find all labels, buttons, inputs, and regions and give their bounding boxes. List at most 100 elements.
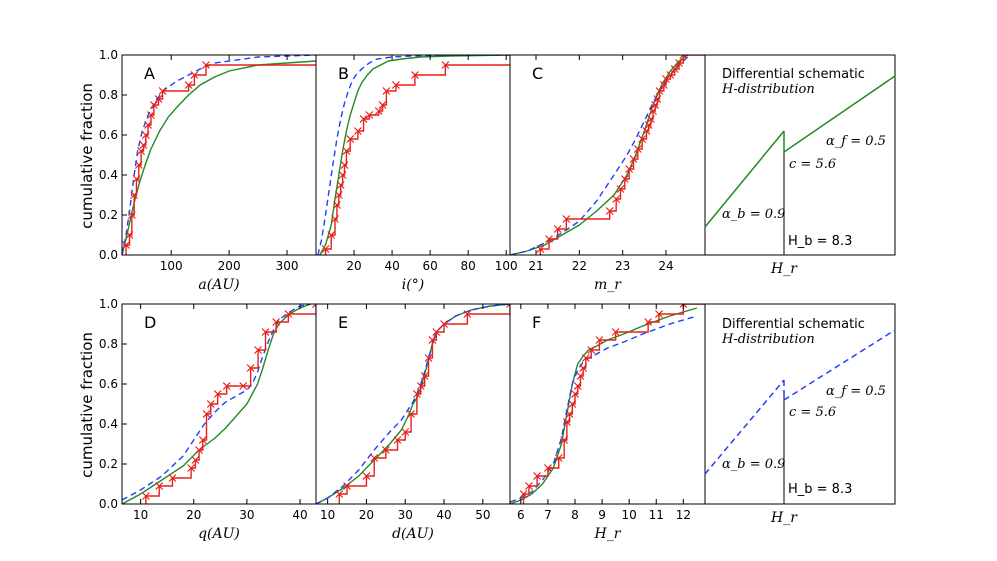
panel-b-observed-marker [338,171,347,179]
panel-a-frame [121,54,317,256]
panel-b-observed-line [324,55,510,255]
panel-e-xlabel: d(AU) [392,526,434,542]
panel-a-observed-marker [144,121,152,129]
panel-f-observed-marker [595,336,604,344]
panel-c-observed-marker [612,195,621,203]
panel-a-observed-marker [132,175,141,183]
panel-f-xtick-label: 10 [622,508,637,522]
panel-f: 6 7 8 9 10 11 12 F H_r [509,303,706,542]
panel-c-xtick-label: 23 [615,259,630,273]
schematic-top-bright-slope [704,130,785,228]
panel-f-observed-marker [562,418,571,426]
panel-a-observed-marker [130,191,139,199]
panel-a-observed-marker [184,81,193,89]
panel-a-ytick-label: 0.4 [99,168,118,182]
panel-c-frame [509,54,706,256]
panel-e-observed-marker [463,310,472,318]
panel-c-observed-marker [655,87,664,95]
panel-a-observed-marker [147,111,155,119]
panel-c-xtick-label: 21 [528,259,543,273]
panel-c-observed-marker [679,55,688,59]
panel-e-xtick-label: 50 [475,508,490,522]
panel-f-observed-marker [655,310,663,318]
panel-e-observed-marker [420,372,429,380]
panel-f-observed-marker [554,454,563,462]
panel-e-xtick-label: 30 [398,508,413,522]
panel-b: 20 40 60 80 100 Bi(°) [315,54,518,293]
panel-d-observed-marker [312,304,316,308]
panel-a: 100 200 300 0.0 0.2 0.4 0.6 0.8 1.0 Aa(AU) [99,48,317,293]
panel-d-xtick-label: 10 [133,508,148,522]
panel-f-observed-marker [644,318,653,326]
panel-b-xtick-label: 40 [384,259,399,273]
panel-d: 10 20 30 40 0.0 0.2 0.4 0.6 0.8 1.0 Dq(AU) [99,297,317,542]
panel-b-observed-marker [378,101,387,109]
panel-c-observed-marker [553,225,562,233]
schematic-top-hb: H_b = 8.3 [788,234,852,249]
panel-e-observed-marker [424,354,433,362]
schematic-top-alpha-b: α_b = 0.9 [722,207,785,222]
schematic-bottom-frame [704,303,896,505]
panel-e-plot [316,304,510,504]
panel-e-observed-marker [407,410,415,418]
panel-d-observed-marker [198,436,207,444]
panel-e-observed-line [338,304,510,504]
panel-b-observed-marker [353,127,362,135]
panel-c-observed-marker [642,127,651,135]
panel-c-observed-marker [675,59,683,67]
panel-a-xtick-label: 100 [160,259,183,273]
panel-f-observed-marker [581,354,590,362]
panel-d-ytick-label: 0.2 [99,457,118,471]
panel-f-observed-marker [568,400,577,408]
panel-b-observed-marker [346,135,355,143]
panel-c-observed-marker [646,115,655,123]
panel-d-observed-marker [155,482,164,490]
panel-c-observed-marker [545,235,553,243]
panel-a-observed-marker [125,231,134,239]
panel-a-observed-line [125,55,316,255]
panel-c-observed-marker [666,71,675,79]
panel-c-observed-marker [670,65,679,73]
panel-d-model-solid-line [122,304,311,504]
schematic-bottom-bright-slope [704,379,785,475]
panel-f-xtick-label: 9 [598,508,606,522]
schematic-bottom-alpha-f: α_f = 0.5 [826,384,886,399]
schematic-bottom-alpha-b: α_b = 0.9 [722,457,785,472]
panel-f-observed-marker [525,482,533,490]
panel-b-observed-marker [334,191,343,199]
panel-c-model-solid-line [510,55,689,255]
panel-d-observed-marker [168,474,177,482]
schematic-top-c: c = 5.6 [789,157,836,172]
panel-a-observed-marker [190,71,199,79]
panel-d-frame [121,303,317,505]
schematic-top: Differential schematic H-distribution α_… [704,54,896,277]
panel-d-observed-marker [222,382,231,390]
panel-d-observed-marker [206,400,215,408]
panel-e-xtick-label: 20 [359,508,374,522]
panel-c-observed-marker [633,145,642,153]
panel-a-observed-marker [141,131,150,139]
panel-f-observed-marker [565,410,574,418]
panel-c-observed-marker [562,215,571,223]
schematic-bottom: Differential schematic H-distribution α_… [704,303,896,526]
panel-f-observed-marker [519,490,528,498]
panel-c: 21 22 23 24 Cm_r [509,54,706,293]
panel-d-xtick-label: 40 [292,508,307,522]
panel-f-observed-marker [571,390,579,398]
panel-f-xtick-label: 12 [676,508,691,522]
schematic-bottom-xlabel: H_r [770,510,798,526]
panel-f-plot [510,304,705,504]
panel-d-ytick-label: 0.6 [99,377,118,391]
panels-group: 100 200 300 0.0 0.2 0.4 0.6 0.8 1.0 Aa(AU) 20 40 60 8… [99,48,706,542]
panel-b-xtick-label: 100 [495,259,518,273]
panel-d-observed-marker [191,456,200,464]
panel-b-letter: B [338,64,349,83]
panel-b-plot [317,55,510,255]
panel-c-plot [510,55,705,255]
y-axis-label-top: cumulative fraction [78,83,96,229]
panel-b-observed-marker [332,201,341,209]
panel-d-plot [122,304,316,504]
panel-d-ytick-label: 0.8 [99,337,118,351]
schematic-top-xlabel: H_r [770,261,798,277]
